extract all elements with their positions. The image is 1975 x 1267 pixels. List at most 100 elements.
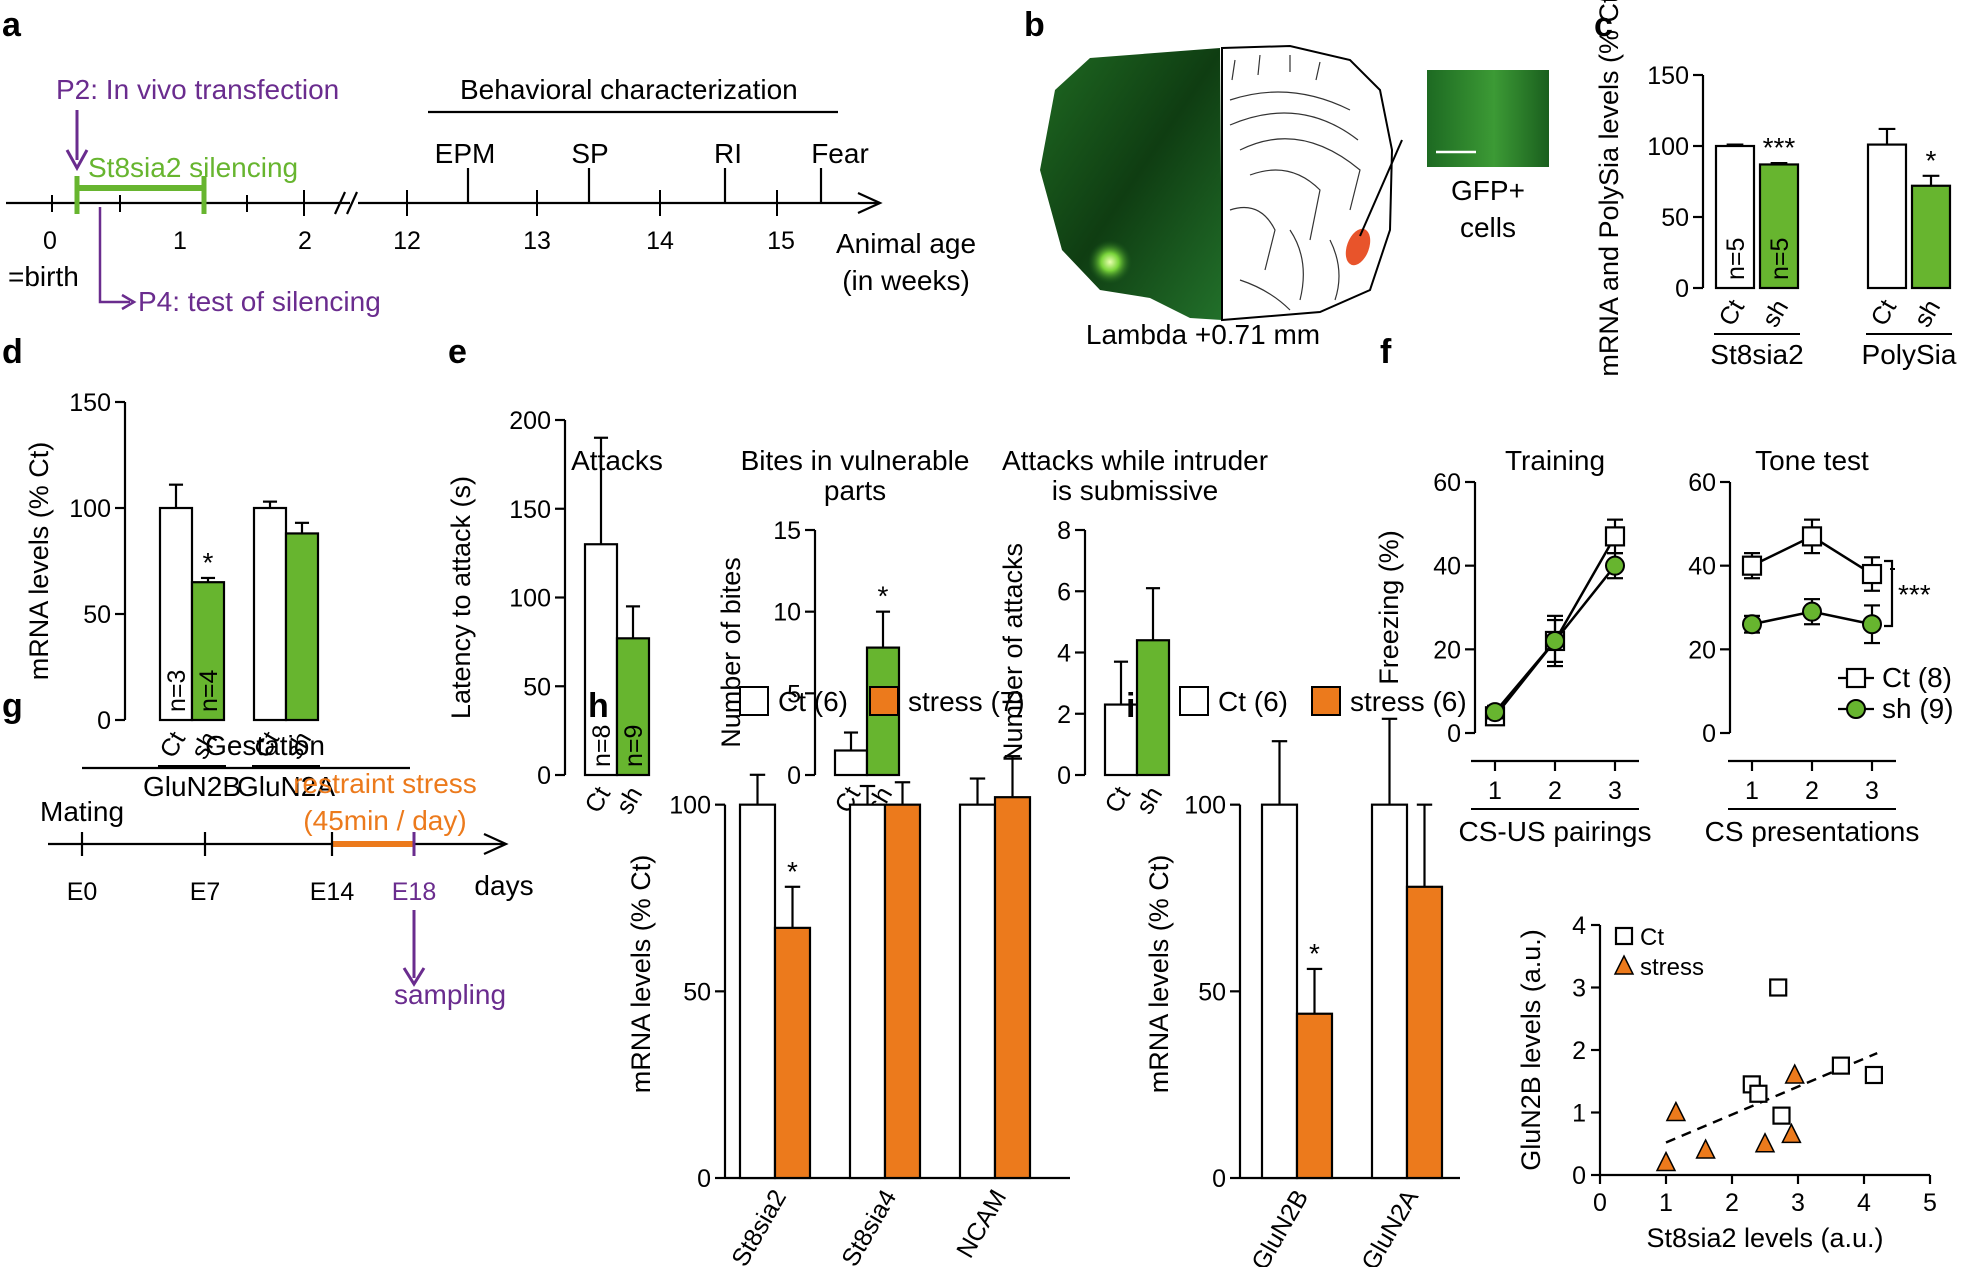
n-label: n=4 <box>195 669 223 712</box>
y-tick-label: 0 <box>1447 720 1461 748</box>
behavioral-title: Behavioral characterization <box>460 74 798 105</box>
chart-title: Bites in vulnerable <box>741 445 970 476</box>
y-tick-label: 0 <box>1572 1162 1586 1190</box>
y-tick-label: 0 <box>97 707 111 735</box>
day-e0: E0 <box>67 878 98 906</box>
significance-star: * <box>878 581 889 612</box>
bar-ct <box>252 506 288 722</box>
x-tick-label: 3 <box>1791 1189 1805 1217</box>
panel-letter-e: e <box>448 333 467 371</box>
x-tick-label: Ct <box>579 782 616 818</box>
legend-label-ct: Ct (8) <box>1882 662 1952 693</box>
y-tick-label: 4 <box>1572 912 1586 940</box>
bar-ct <box>833 749 869 777</box>
x-tick-label: 3 <box>1608 777 1622 805</box>
sampling-arrowhead <box>402 967 426 987</box>
data-point-stress <box>1655 1150 1677 1172</box>
bar-sh <box>1910 184 1952 290</box>
significance-star: * <box>203 547 214 578</box>
group-label: GluN2B <box>143 771 241 802</box>
data-point-ct <box>1749 1084 1768 1103</box>
panel-i-scatter: 0 1 2 3 4 0 1 2 3 4 5 GluN2B levels (a.u.) St8sia2 l… <box>1516 912 1937 1253</box>
y-tick-label: 50 <box>523 673 551 701</box>
y-tick-label: 0 <box>787 762 801 790</box>
n-label: n=3 <box>163 670 191 712</box>
y-axis-label: mRNA levels (% Ct) <box>1144 855 1174 1094</box>
gestation-ticks <box>80 832 334 856</box>
x-tick-label: 4 <box>1857 1189 1871 1217</box>
data-point-sh <box>1742 614 1762 635</box>
x-tick-label: Ct <box>1865 295 1902 331</box>
legend-label-sh: sh (9) <box>1882 693 1954 724</box>
legend-label-ct: Ct <box>1640 924 1664 951</box>
y-tick-label: 4 <box>1057 640 1071 668</box>
chart-title: Attacks <box>571 445 663 476</box>
lesion-marker <box>1345 228 1371 266</box>
y-tick-label: 2 <box>1572 1037 1586 1065</box>
atlas-outline <box>1221 44 1394 322</box>
panel-letter-h: h <box>588 687 609 725</box>
age-label-2: (in weeks) <box>842 265 970 296</box>
n-label: n=5 <box>1766 238 1794 280</box>
y-tick-label: 100 <box>1647 133 1689 161</box>
y-tick-label: 2 <box>1057 701 1071 729</box>
y-tick-label: 20 <box>1688 636 1716 664</box>
x-tick-label: sh <box>1131 782 1168 819</box>
bar-sh <box>1758 163 1800 290</box>
legend-marker-sh <box>1846 699 1866 719</box>
x-tick-label: 2 <box>1548 777 1562 805</box>
data-point-stress <box>1784 1063 1805 1084</box>
y-tick-label: 150 <box>69 389 111 417</box>
bar-ct <box>1866 143 1908 290</box>
y-axis-label: Latency to attack (s) <box>446 476 476 719</box>
group-label: GluN2A <box>237 771 335 802</box>
x-category-label: GluN2B <box>1246 1185 1314 1267</box>
test-epm: EPM <box>435 138 496 169</box>
y-tick-label: 15 <box>773 517 801 545</box>
x-axis-label: CS-US pairings <box>1459 816 1652 847</box>
x-tick-label: sh <box>1909 295 1946 332</box>
sampling-label: sampling <box>394 979 506 1010</box>
week-13: 13 <box>523 227 551 255</box>
stress-label-2: (45min / day) <box>303 805 466 836</box>
significance-bracket <box>1884 559 1894 628</box>
x-tick-label: 2 <box>1725 1189 1739 1217</box>
x-tick-label: sh <box>611 782 648 819</box>
y-tick-label: 1 <box>1572 1100 1586 1128</box>
data-point-ct <box>1801 526 1823 547</box>
y-tick-label: 0 <box>1057 762 1071 790</box>
bar-ct <box>1370 803 1409 1180</box>
birth-label: =birth <box>8 261 79 292</box>
y-axis-label: Number of bites <box>716 557 746 748</box>
bar-sh <box>1135 639 1171 777</box>
day-e14: E14 <box>310 878 355 906</box>
bar-ct <box>958 803 997 1180</box>
significance-star: * <box>1926 145 1937 176</box>
gestation-label: Gestation <box>205 730 325 761</box>
axis-break-1 <box>333 191 347 215</box>
y-axis-label: mRNA levels (% Ct) <box>24 442 54 681</box>
bar-sh <box>615 637 651 777</box>
gfp-injection-spot <box>1088 240 1132 284</box>
age-label-1: Animal age <box>836 228 976 259</box>
y-tick-label: 50 <box>83 601 111 629</box>
x-category-label: St8sia2 <box>726 1185 792 1267</box>
y-tick-label: 100 <box>509 585 551 613</box>
y-tick-label: 10 <box>773 599 801 627</box>
bar-sh <box>190 581 226 722</box>
y-tick-label: 50 <box>683 978 711 1006</box>
panel-c: c 0 50 100 150 mRNA and PolySia levels (% Ct… <box>1594 0 1957 377</box>
y-tick-label: 0 <box>1675 275 1689 303</box>
inset-pointer <box>1359 139 1403 237</box>
data-point-sh <box>1605 555 1625 576</box>
bar-sh <box>284 532 320 722</box>
y-tick-label: 100 <box>669 792 711 820</box>
transfection-label: P2: In vivo transfection <box>56 74 339 105</box>
legend-label-ct: Ct (6) <box>1218 686 1288 717</box>
chart-title: Training <box>1505 445 1605 476</box>
x-tick-label: 3 <box>1865 777 1879 805</box>
y-tick-label: 0 <box>697 1165 711 1193</box>
bar-stress <box>1295 1012 1334 1180</box>
panel-letter-f: f <box>1380 333 1392 371</box>
